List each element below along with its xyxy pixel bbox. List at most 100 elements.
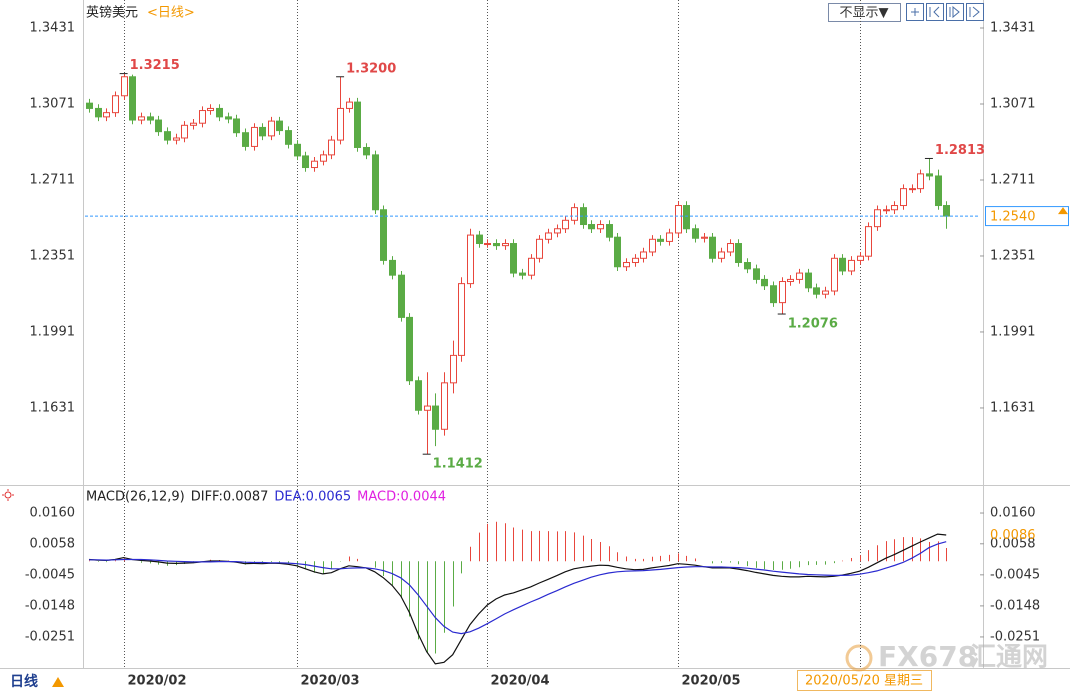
candle-body [857,255,864,261]
candle-body [640,251,647,259]
candle-body [484,243,491,246]
toolbar-icons [906,3,984,21]
candle-body [225,116,232,120]
candle-body [380,209,387,261]
candle-body [926,173,933,177]
x-tick-label: 2020/04 [491,674,550,689]
candle-body [614,236,621,268]
candle-body [199,110,206,124]
candle-body [337,107,344,141]
icon-glyph [2,489,14,501]
macd-tick-label-right: -0.0251 [990,629,1040,644]
hide-button[interactable]: 不显示▼ [840,6,889,21]
icon-next[interactable] [966,3,984,21]
candle-body [839,257,846,272]
candle-body [709,236,716,259]
candle-body [294,143,301,157]
candle-body [346,101,353,109]
macd-tick-label-right: 0.0160 [990,506,1036,521]
macd-tick-label-right: -0.0148 [990,598,1040,613]
candle-body [311,160,318,169]
candle-body [528,257,535,276]
candle-body [900,188,907,207]
candle-body [285,130,292,145]
candle-body [233,118,240,134]
candle-body [874,209,881,228]
candle-body [190,122,197,126]
candle-body [441,382,448,430]
y-tick-label-right: 1.1991 [990,324,1036,339]
hide-button-box[interactable] [828,3,901,22]
macd-tick-label-left: 0.0160 [30,506,76,521]
candle-body [424,405,431,411]
candle-body [86,102,93,109]
candle-body [155,119,162,133]
icon-play[interactable] [946,3,964,21]
icon-glyph [969,6,980,18]
candle-body [545,232,552,240]
x-tick-label: 2020/05 [682,674,741,689]
candle-body [95,107,102,118]
candle-body [138,116,145,121]
candle-body [467,234,474,285]
candle-body [753,268,760,280]
macd-tick-label-left: 0.0058 [30,536,76,551]
candle-body [727,243,734,253]
watermark-brand: FX678 [878,640,977,673]
candle-body [917,173,924,190]
macd-line [89,541,947,635]
candle-body [458,283,465,356]
candle-body [372,154,379,211]
candle-body [510,243,517,274]
macd-tick-label-right: 0.0058 [990,536,1036,551]
candle-body [320,154,327,162]
date-box [797,670,932,691]
candle-body [493,243,500,247]
candle-body [406,316,413,382]
candle-body [779,281,786,304]
candle-body [173,137,180,141]
macd-legend: MACD:0.0044 [357,490,446,505]
y-tick-label-right: 1.3071 [990,96,1036,111]
y-tick-label-left: 1.1991 [30,324,76,339]
candle-body [649,238,656,253]
macd-tick-label-left: -0.0148 [25,598,75,613]
candle-body [632,257,639,264]
candle-body [432,405,439,430]
candle-body [103,112,110,118]
icon-glyph [949,5,960,19]
candle-body [822,290,829,295]
icon-prev[interactable] [926,3,944,21]
watermark-logo [845,644,873,672]
candle-body [216,107,223,118]
period-link[interactable]: <日线> [147,6,195,21]
candle-body [796,272,803,280]
macd-tick-label-right: -0.0045 [990,567,1040,582]
cursor-date: 2020/05/20 星期三 [805,674,923,689]
macd-legend: DEA:0.0065 [274,490,351,505]
footer-period[interactable]: 日线 [10,673,38,690]
candle-body [805,272,812,289]
macd-last-label: 0.0086 [990,528,1036,543]
candle-body [831,257,838,292]
candle-body [813,287,820,295]
candle-body [181,124,188,139]
icon-zoom[interactable] [906,3,924,21]
candle-body [597,224,604,230]
macd-tick-label-left: -0.0251 [25,629,75,644]
candle-body [276,120,283,132]
footer-arrow[interactable] [52,677,64,687]
candle-body [302,155,309,169]
candle-body [657,238,664,242]
candle-body [519,272,526,276]
candle-body [259,126,266,137]
y-tick-label-right: 1.2711 [990,172,1036,187]
macd-icon[interactable] [2,489,14,501]
candle-body [848,259,855,272]
candle-body [268,120,275,137]
candle-body [536,238,543,259]
candle-body [692,228,699,239]
candle-body [761,278,768,287]
last-price-box [985,206,1069,227]
watermark: FX678 汇通网 [845,640,1048,673]
